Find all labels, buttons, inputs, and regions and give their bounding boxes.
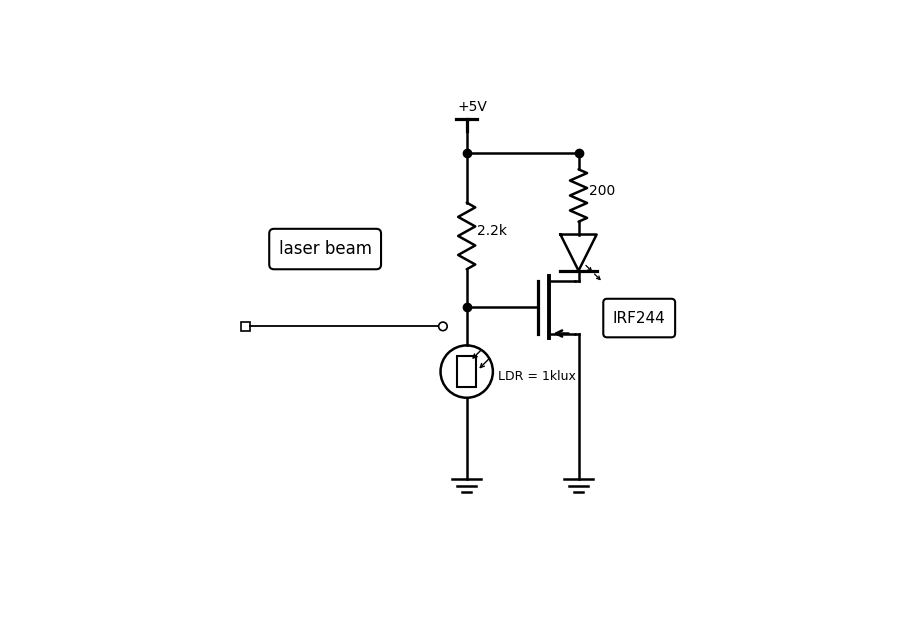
FancyBboxPatch shape (603, 298, 675, 337)
FancyBboxPatch shape (269, 229, 381, 269)
Bar (458, 357, 477, 387)
Text: LDR = 1klux: LDR = 1klux (497, 370, 575, 383)
Text: 2.2k: 2.2k (477, 224, 507, 238)
Text: IRF244: IRF244 (612, 310, 666, 326)
Text: +5V: +5V (458, 99, 487, 114)
Text: laser beam: laser beam (279, 240, 371, 258)
Text: 200: 200 (589, 184, 615, 198)
Bar (241, 322, 250, 331)
